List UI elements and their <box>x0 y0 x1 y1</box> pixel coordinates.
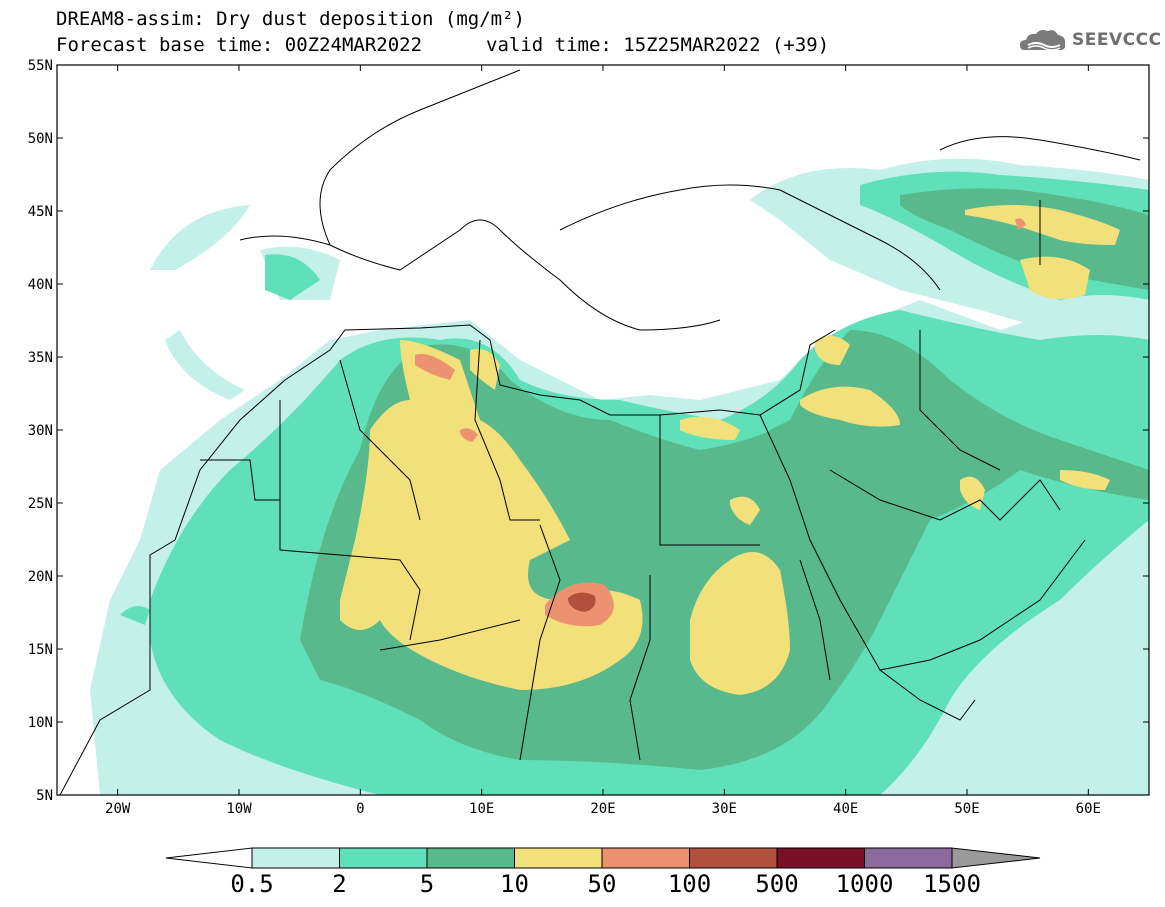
colorbar-label: 0.5 <box>230 870 273 898</box>
lat-tick-label: 40N <box>28 277 53 293</box>
lon-tick-label: 0 <box>356 801 364 817</box>
forecast-base-time: Forecast base time: 00Z24MAR2022 <box>56 34 423 56</box>
colorbar-label: 5 <box>420 870 434 898</box>
colorbar-swatch <box>514 847 603 869</box>
lat-tick-label: 45N <box>28 204 53 220</box>
lat-tick-label: 10N <box>28 715 53 731</box>
lon-tick-label: 20W <box>105 801 131 817</box>
lon-tick-label: 60E <box>1076 801 1101 817</box>
colorbar-swatch <box>601 847 690 869</box>
lon-tick-label: 30E <box>712 801 737 817</box>
colorbar-swatch <box>776 847 865 869</box>
colorbar-label: 50 <box>588 870 617 898</box>
lat-tick-label: 15N <box>28 642 53 658</box>
map-title: DREAM8-assim: Dry dust deposition (mg/m²… <box>56 8 525 30</box>
lon-tick-label: 20E <box>590 801 615 817</box>
latitude-axis: 55N 50N 45N 40N 35N 30N 25N 20N 15N 10N 5N <box>28 58 1149 804</box>
logo-text: SEEVCCC <box>1072 30 1162 50</box>
lat-tick-label: 25N <box>28 496 53 512</box>
colorbar-label: 10 <box>500 870 529 898</box>
contour-level-100 <box>568 592 596 612</box>
coastlines <box>59 69 1141 795</box>
colorbar-label: 1000 <box>836 870 894 898</box>
lat-tick-label: 50N <box>28 131 53 147</box>
colorbar-label: 2 <box>332 870 346 898</box>
lat-tick-label: 30N <box>28 423 53 439</box>
lat-tick-label: 55N <box>28 58 53 74</box>
lat-tick-label: 35N <box>28 350 53 366</box>
colorbar-swatch <box>251 847 340 869</box>
deposition-field <box>90 158 1149 795</box>
cloud-logo-icon <box>1020 30 1066 51</box>
colorbar-swatch <box>426 847 515 869</box>
lon-tick-label: 10W <box>226 801 252 817</box>
colorbar-label: 500 <box>755 870 798 898</box>
valid-time: valid time: 15Z25MAR2022 (+39) <box>486 34 830 56</box>
colorbar-under-triangle <box>165 847 253 869</box>
longitude-axis: 20W 10W 0 10E 20E 30E 40E 50E 60E <box>105 65 1101 817</box>
lon-tick-label: 10E <box>469 801 494 817</box>
colorbar: 0.5 2 5 10 50 100 500 1000 1500 <box>165 847 1041 898</box>
lat-tick-label: 20N <box>28 569 53 585</box>
colorbar-swatch <box>339 847 428 869</box>
lon-tick-label: 40E <box>833 801 858 817</box>
colorbar-label: 100 <box>668 870 711 898</box>
lat-tick-label: 5N <box>36 788 53 804</box>
lon-tick-label: 50E <box>954 801 979 817</box>
colorbar-swatch <box>689 847 778 869</box>
colorbar-label: 1500 <box>923 870 981 898</box>
colorbar-swatch <box>864 847 953 869</box>
colorbar-over-triangle <box>951 847 1041 869</box>
